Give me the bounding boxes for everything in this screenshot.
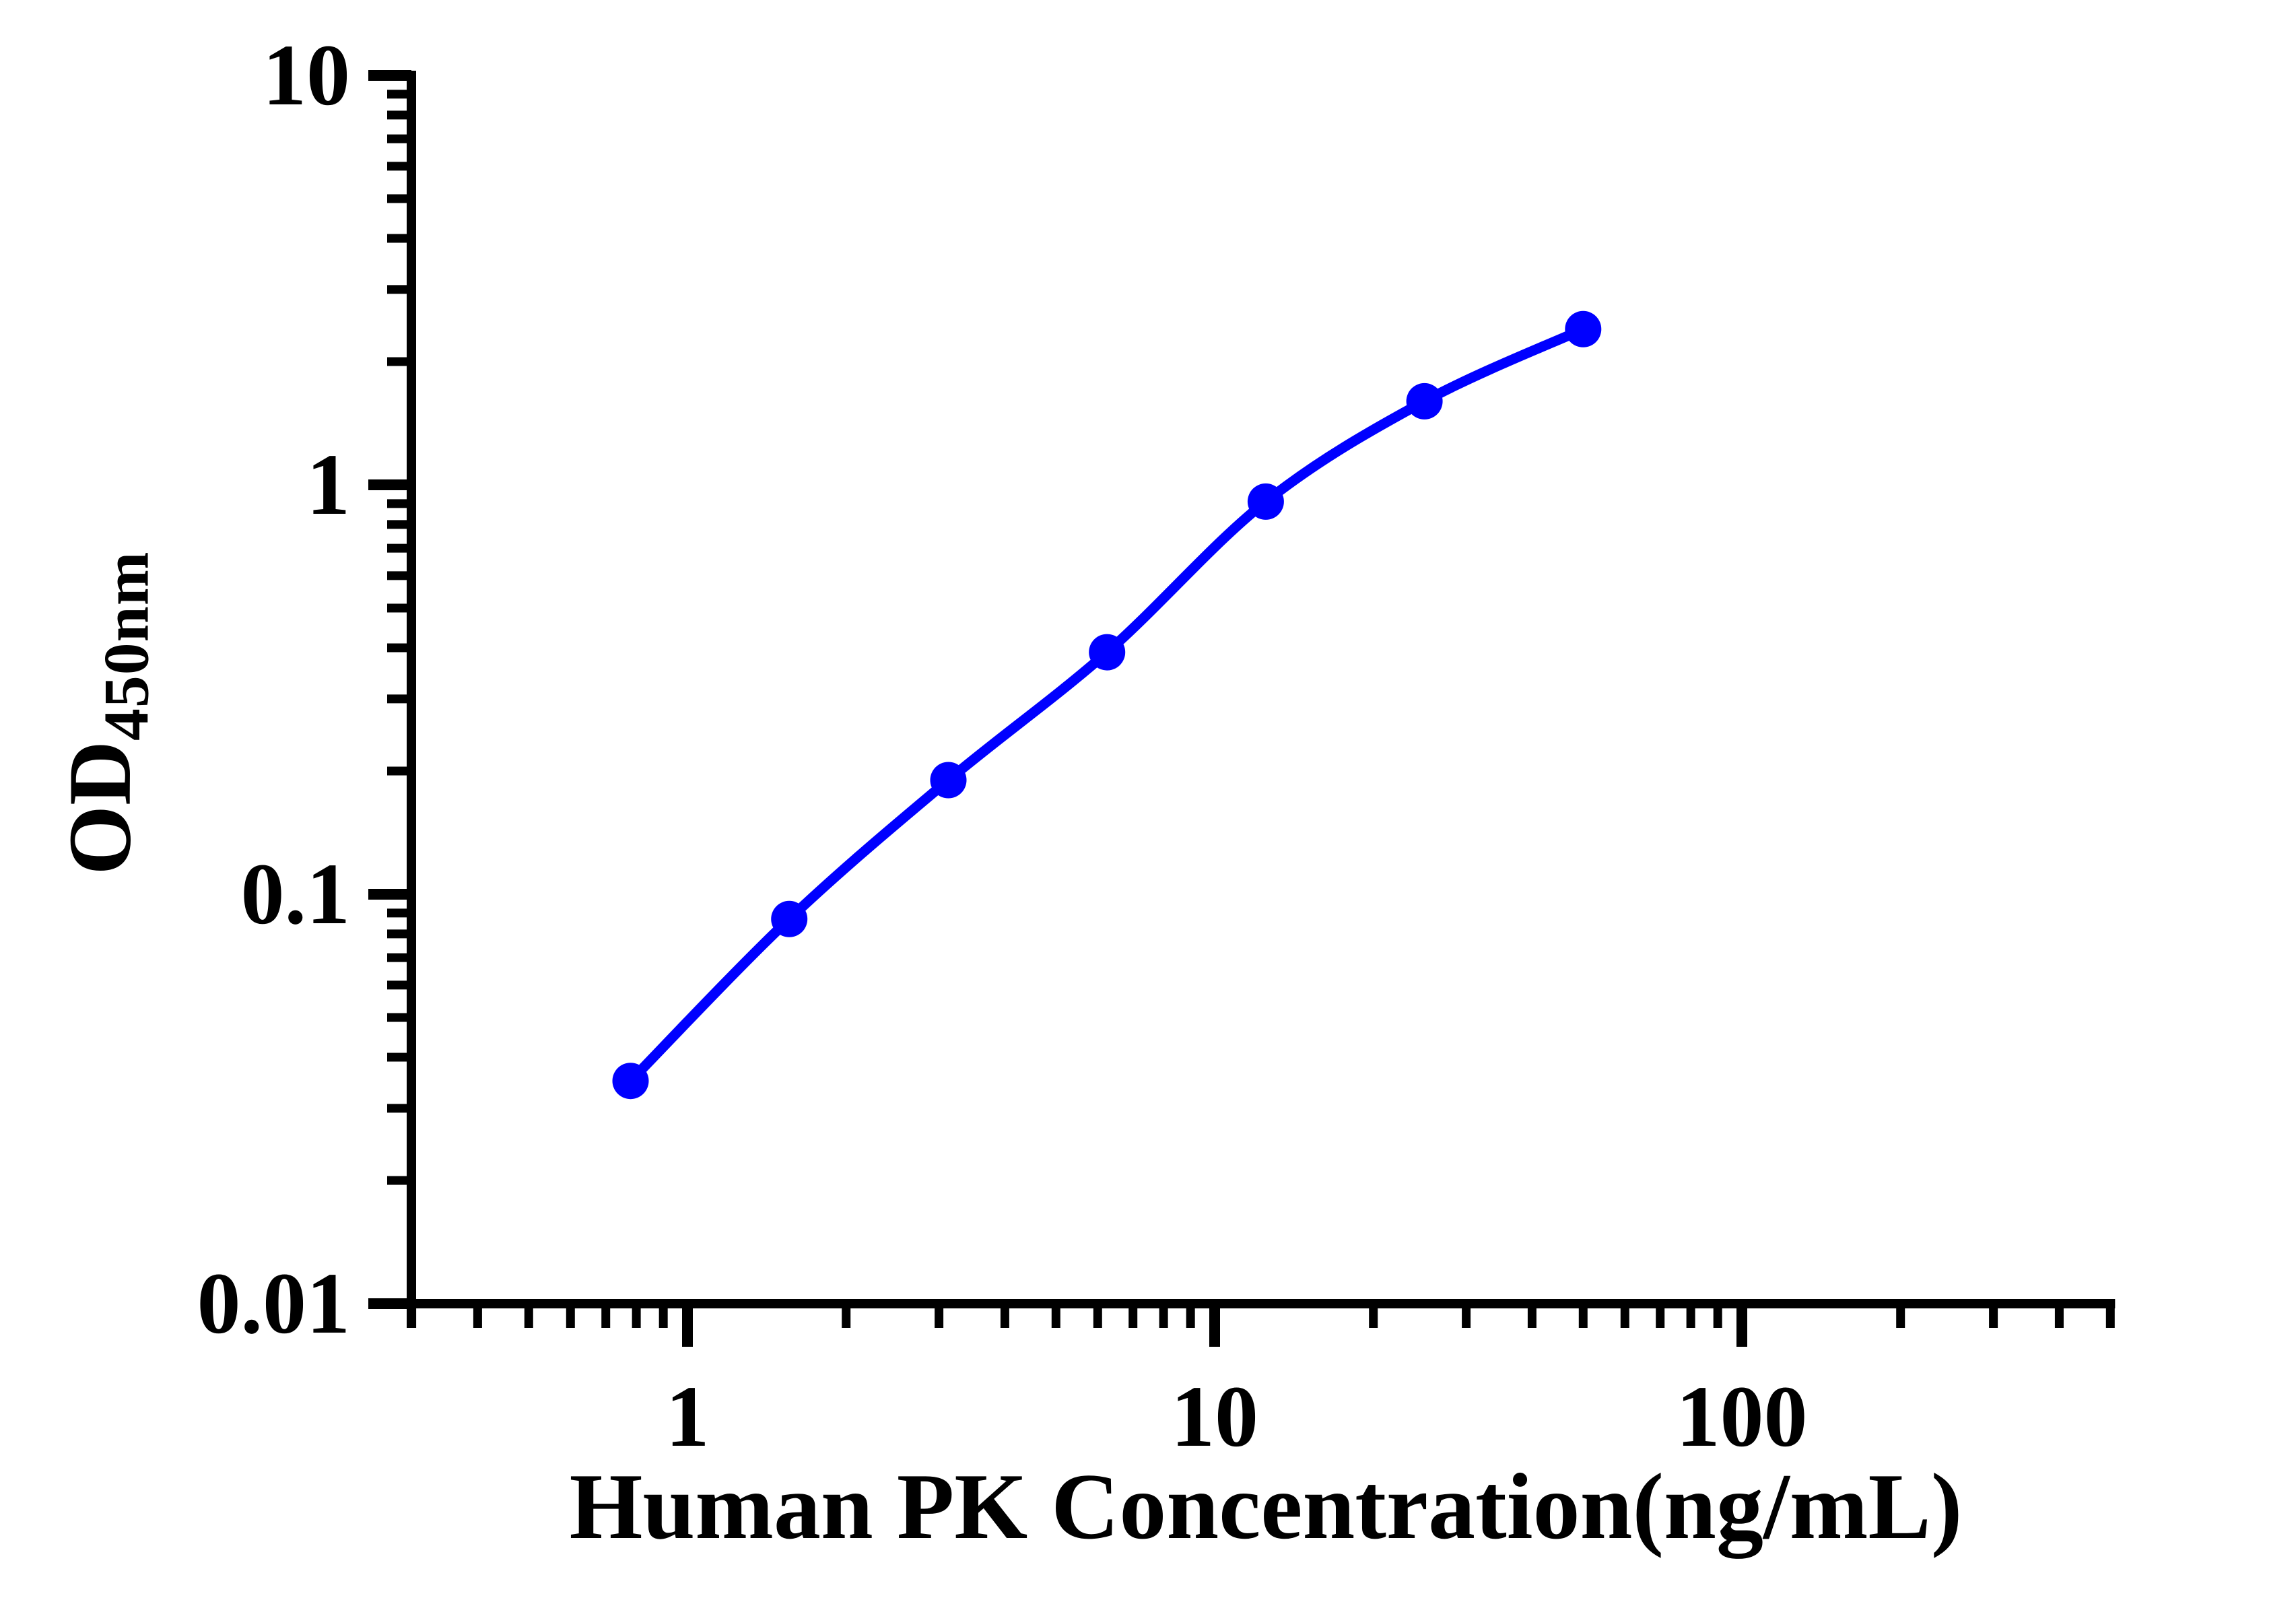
standard-curve-line	[626, 324, 1588, 1086]
y-tick-label: 1	[306, 436, 350, 533]
data-point-marker	[1565, 310, 1602, 347]
ticks-layer	[368, 70, 2115, 1347]
x-tick-label: 100	[1677, 1368, 1808, 1465]
x-tick-label: 1	[666, 1368, 710, 1465]
y-axis-title-main: OD	[49, 740, 149, 875]
y-tick-label: 0.01	[197, 1255, 351, 1352]
data-point-marker	[1089, 634, 1126, 671]
data-point-marker	[1406, 382, 1443, 420]
y-tick-label: 10	[263, 27, 350, 124]
data-point-marker	[930, 762, 967, 799]
data-point-marker	[1247, 483, 1284, 520]
y-axis-title: OD450nm	[50, 551, 162, 875]
tick-labels-layer: 1 10 100 0.01 0.1 1 10	[197, 27, 1808, 1465]
x-axis-title: Human PK Concentration(ng/mL)	[569, 1455, 1963, 1559]
data-point-marker	[771, 900, 808, 937]
axes-layer	[407, 71, 2116, 1328]
series-layer	[612, 310, 1602, 1100]
y-tick-label: 0.1	[241, 846, 351, 943]
x-tick-label: 10	[1171, 1368, 1258, 1465]
y-axis-title-subscript: 450nm	[90, 551, 162, 741]
data-point-marker	[612, 1063, 649, 1100]
